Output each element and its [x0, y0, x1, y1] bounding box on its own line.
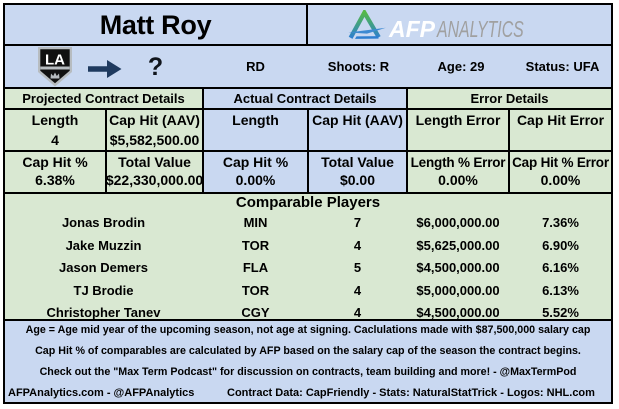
svg-text:LA: LA [45, 52, 65, 69]
